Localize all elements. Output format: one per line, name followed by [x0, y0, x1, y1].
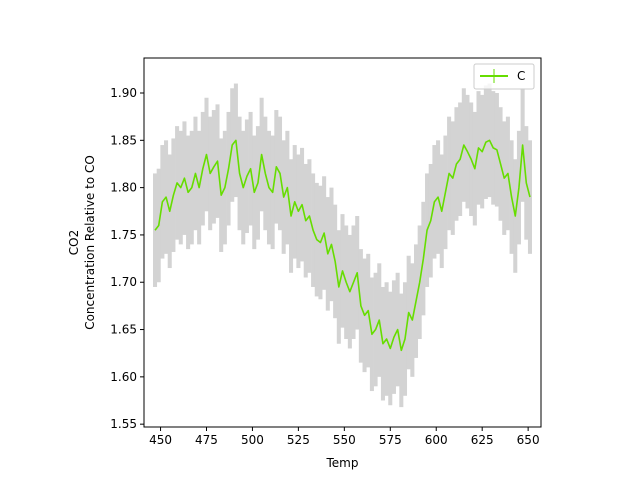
- x-tick-label: 600: [425, 433, 448, 447]
- x-tick-label: 650: [517, 433, 540, 447]
- y-tick-label: 1.85: [110, 133, 137, 147]
- error-bar: [527, 140, 532, 254]
- legend: C: [473, 63, 535, 90]
- series-line: [154, 139, 531, 352]
- y-axis-label-line-1: CO2: [67, 230, 81, 255]
- x-tick-label: 575: [379, 433, 402, 447]
- y-axis-label: CO2 Concentration Relative to CO: [67, 155, 97, 330]
- x-tick-label: 475: [195, 433, 218, 447]
- y-tick-label: 1.65: [110, 323, 137, 337]
- x-axis-label: Temp: [326, 456, 359, 470]
- y-tick-label: 1.70: [110, 275, 137, 289]
- legend-entry-label: C: [517, 69, 525, 83]
- plot-area-frame: [143, 57, 542, 428]
- x-axis-ticks: 450 475 500 525 550 575 600 625 650: [149, 427, 540, 447]
- x-tick-label: 525: [287, 433, 310, 447]
- x-tick-label: 625: [471, 433, 494, 447]
- y-tick-label: 1.90: [110, 86, 137, 100]
- y-tick-label: 1.80: [110, 181, 137, 195]
- series-line-group: [154, 139, 531, 352]
- x-tick-label: 500: [241, 433, 264, 447]
- error-bar: [153, 173, 158, 287]
- x-tick-label: 550: [333, 433, 356, 447]
- y-tick-label: 1.55: [110, 417, 137, 431]
- y-tick-label: 1.75: [110, 228, 137, 242]
- y-tick-label: 1.60: [110, 370, 137, 384]
- y-axis-ticks: 1.55 1.60 1.65 1.70 1.75 1.80 1.85 1.90: [110, 86, 144, 431]
- x-tick-label: 450: [149, 433, 172, 447]
- y-axis-label-line-2: Concentration Relative to CO: [83, 155, 97, 330]
